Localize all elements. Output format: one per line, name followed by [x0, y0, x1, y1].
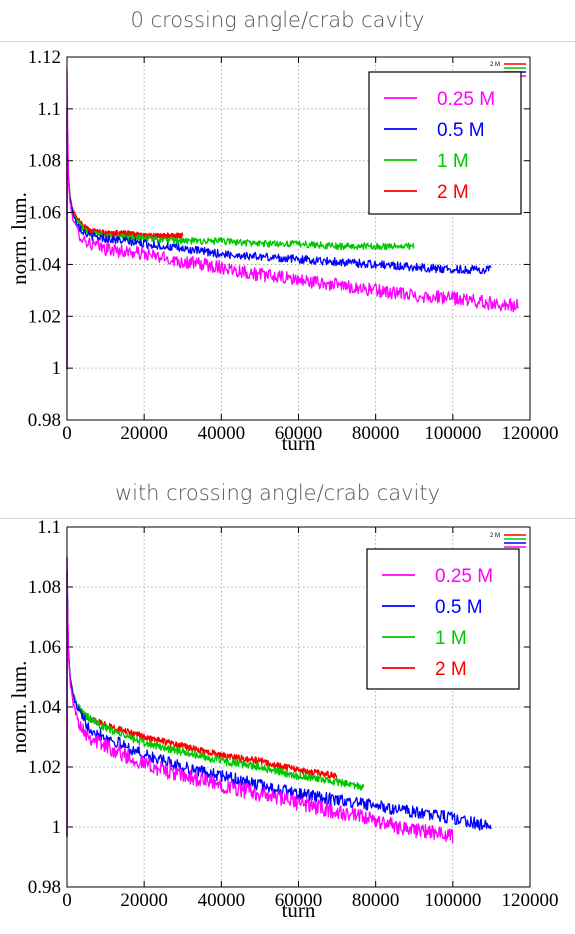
series-line-1-m: [66, 107, 415, 370]
legend-label: 0.25 M: [435, 566, 493, 587]
y-tick-label: 1: [52, 358, 62, 379]
x-tick-label: 60000: [275, 890, 323, 911]
legend-label: 0.5 M: [435, 597, 483, 618]
x-tick-label: 0: [62, 423, 72, 444]
legend-label: 0.5 M: [437, 120, 485, 141]
y-axis-label: norm. lum.: [7, 661, 31, 754]
legend-box: [366, 548, 520, 690]
y-tick-label: 1.1: [37, 519, 61, 538]
y-tick-label: 1.1: [37, 99, 61, 120]
y-tick-label: 1.12: [28, 47, 61, 68]
legend-label: 1 M: [437, 151, 469, 172]
x-tick-label: 100000: [424, 423, 481, 444]
x-tick-label: 60000: [275, 423, 323, 444]
y-tick-label: 1.08: [28, 151, 61, 172]
y-tick-label: 1.06: [28, 203, 61, 224]
mini-key-label: 2 M: [490, 62, 500, 68]
x-tick-label: 100000: [424, 890, 481, 911]
mini-key: 2 M: [490, 533, 526, 548]
legend: 0.25 M 0.5 M 1 M 2 M: [368, 71, 522, 215]
x-tick-label: 20000: [120, 890, 168, 911]
x-tick-label: 80000: [352, 423, 400, 444]
ticks: 0 20000 40000 60000 80000 100000 120000 0.98 1 1.…: [28, 519, 559, 911]
x-tick-label: 40000: [198, 890, 246, 911]
y-tick-label: 0.98: [28, 410, 61, 431]
y-tick-label: 0.98: [28, 877, 61, 898]
legend-label: 0.25 M: [437, 89, 495, 110]
x-tick-label: 0: [62, 890, 72, 911]
mini-key-label: 2 M: [490, 533, 500, 539]
y-tick-label: 1.04: [28, 697, 62, 718]
series-line-0-25-m: [66, 556, 454, 844]
panel-title: with crossing angle/crab cavity: [114, 481, 441, 505]
title-divider: [0, 518, 575, 519]
panel-no-crossing-angle: 0 crossing angle/crab cavity 0 20000 40000…: [0, 8, 575, 455]
y-tick-label: 1.02: [28, 757, 61, 778]
x-tick-label: 120000: [502, 890, 559, 911]
x-tick-label: 120000: [502, 423, 559, 444]
chart-with-crossing-angle: 0 20000 40000 60000 80000 100000 120000 0.98 1 1.…: [7, 519, 559, 922]
x-axis-label: turn: [282, 431, 316, 455]
y-tick-label: 1: [52, 817, 62, 838]
chart-no-crossing-angle: 0 20000 40000 60000 80000 100000 120000 0.98 1 1.…: [7, 47, 559, 455]
series-group: [66, 556, 492, 844]
series-line-2-m: [66, 571, 338, 837]
series-line-0-25-m: [66, 68, 519, 370]
panel-with-crossing-angle: with crossing angle/crab cavity 0 20000 40…: [0, 467, 575, 934]
ticks: 0 20000 40000 60000 80000 100000 120000 0.98 1 1.…: [28, 47, 559, 444]
legend-label: 2 M: [437, 182, 469, 203]
x-axis-label: turn: [282, 898, 316, 922]
title-divider: [0, 41, 575, 42]
series-line-1-m: [66, 571, 365, 837]
y-tick-label: 1.06: [28, 637, 61, 658]
legend-label: 2 M: [435, 659, 467, 680]
y-tick-label: 1.02: [28, 306, 61, 327]
legend: 0.25 M 0.5 M 1 M 2 M: [366, 548, 520, 690]
x-tick-label: 40000: [198, 423, 246, 444]
legend-label: 1 M: [435, 628, 467, 649]
y-axis-label: norm. lum.: [7, 192, 31, 285]
y-tick-label: 1.08: [28, 577, 61, 598]
x-tick-label: 20000: [120, 423, 168, 444]
panel-title: 0 crossing angle/crab cavity: [130, 8, 425, 32]
series-line-0-5-m: [66, 107, 492, 370]
x-tick-label: 80000: [352, 890, 400, 911]
series-group: [66, 68, 519, 370]
series-line-0-5-m: [66, 556, 492, 837]
y-tick-label: 1.04: [28, 254, 62, 275]
